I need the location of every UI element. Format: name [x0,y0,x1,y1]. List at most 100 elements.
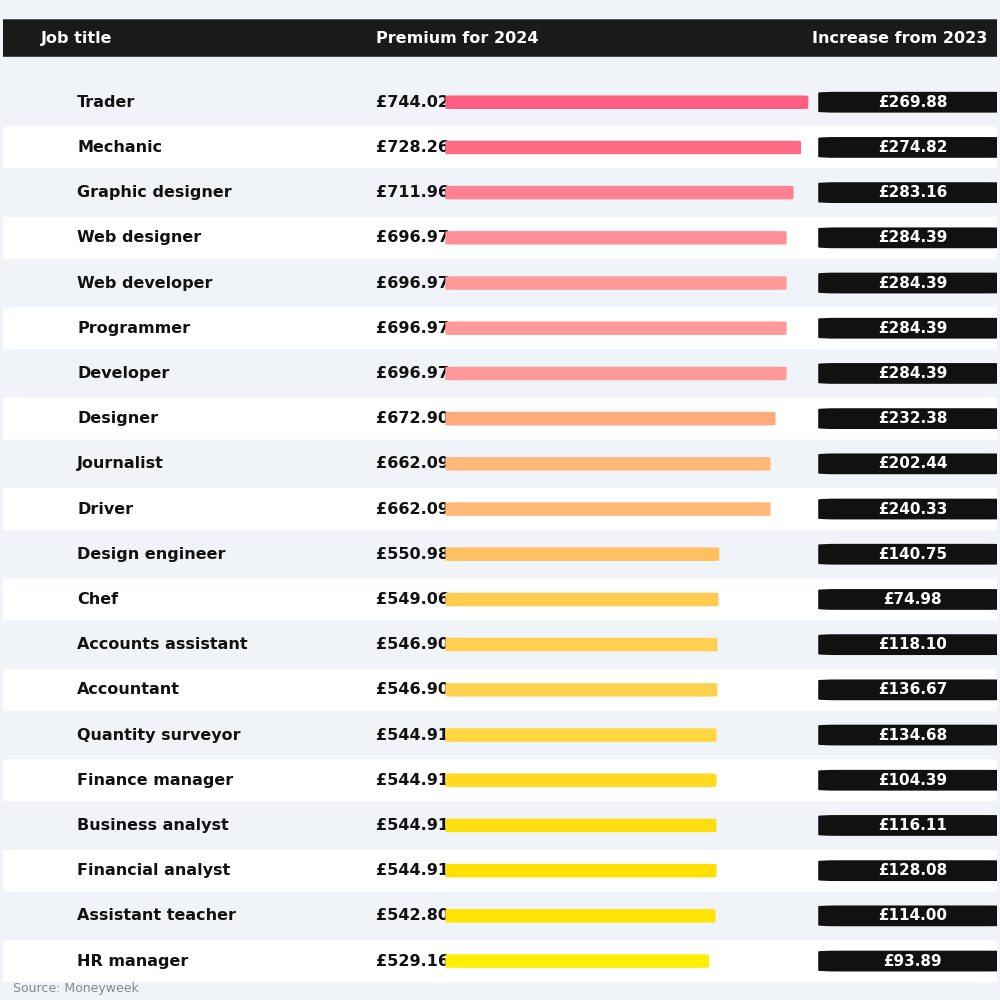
Text: Business analyst: Business analyst [77,818,229,833]
FancyBboxPatch shape [818,905,1000,926]
Text: Finance manager: Finance manager [77,773,234,788]
FancyBboxPatch shape [445,909,715,923]
FancyBboxPatch shape [3,804,997,846]
Text: Web designer: Web designer [77,230,202,245]
FancyBboxPatch shape [445,954,709,968]
FancyBboxPatch shape [445,638,717,651]
FancyBboxPatch shape [445,547,719,561]
Ellipse shape [699,550,719,559]
FancyBboxPatch shape [445,457,770,471]
Text: £128.08: £128.08 [878,863,947,878]
FancyBboxPatch shape [818,363,1000,384]
FancyBboxPatch shape [3,398,997,440]
FancyBboxPatch shape [818,182,1000,203]
FancyBboxPatch shape [818,860,1000,881]
FancyBboxPatch shape [0,19,1000,57]
Ellipse shape [756,414,775,423]
FancyBboxPatch shape [3,759,997,801]
Text: £232.38: £232.38 [878,411,947,426]
Ellipse shape [767,233,787,242]
Text: Financial analyst: Financial analyst [77,863,231,878]
Text: £116.11: £116.11 [878,818,947,833]
Ellipse shape [781,143,801,152]
Ellipse shape [788,98,808,107]
Ellipse shape [767,279,787,288]
FancyBboxPatch shape [3,533,997,575]
FancyBboxPatch shape [818,589,1000,610]
Text: £118.10: £118.10 [878,637,947,652]
Ellipse shape [697,866,716,875]
FancyBboxPatch shape [3,714,997,756]
Text: £544.91: £544.91 [376,773,449,788]
Text: £662.09: £662.09 [376,502,449,517]
FancyBboxPatch shape [3,352,997,394]
FancyBboxPatch shape [3,217,997,259]
FancyBboxPatch shape [3,172,997,214]
Ellipse shape [696,911,715,920]
Text: £546.90: £546.90 [376,682,449,697]
FancyBboxPatch shape [445,367,787,380]
FancyBboxPatch shape [3,578,997,620]
Ellipse shape [767,369,787,378]
Text: £114.00: £114.00 [878,908,947,923]
Text: Job title: Job title [41,31,112,46]
Text: £544.91: £544.91 [376,818,449,833]
Text: £711.96: £711.96 [376,185,449,200]
FancyBboxPatch shape [445,819,716,832]
Text: Increase from 2023: Increase from 2023 [812,31,987,46]
FancyBboxPatch shape [3,307,997,349]
Text: £529.16: £529.16 [376,954,449,969]
Ellipse shape [767,324,787,333]
Text: Chef: Chef [77,592,118,607]
Text: Accounts assistant: Accounts assistant [77,637,248,652]
FancyBboxPatch shape [445,276,787,290]
FancyBboxPatch shape [818,499,1000,519]
FancyBboxPatch shape [3,850,997,892]
Text: Designer: Designer [77,411,158,426]
Text: £744.02: £744.02 [376,95,449,110]
Text: £284.39: £284.39 [878,366,947,381]
Ellipse shape [697,640,717,649]
Text: Graphic designer: Graphic designer [77,185,232,200]
FancyBboxPatch shape [818,725,1000,745]
Text: £284.39: £284.39 [878,230,947,245]
FancyBboxPatch shape [818,453,1000,474]
FancyBboxPatch shape [445,502,770,516]
Text: Assistant teacher: Assistant teacher [77,908,236,923]
Text: £269.88: £269.88 [878,95,947,110]
Text: £240.33: £240.33 [878,502,947,517]
Text: £284.39: £284.39 [878,321,947,336]
Text: £274.82: £274.82 [878,140,947,155]
FancyBboxPatch shape [818,544,1000,565]
Ellipse shape [698,595,718,604]
FancyBboxPatch shape [818,92,1000,113]
FancyBboxPatch shape [445,683,717,697]
Text: Accountant: Accountant [77,682,180,697]
Text: £136.67: £136.67 [878,682,947,697]
Text: Journalist: Journalist [77,456,164,471]
Text: Programmer: Programmer [77,321,190,336]
FancyBboxPatch shape [445,593,718,606]
FancyBboxPatch shape [445,95,808,109]
Text: £728.26: £728.26 [376,140,449,155]
Text: £544.91: £544.91 [376,863,449,878]
Text: £104.39: £104.39 [878,773,947,788]
FancyBboxPatch shape [445,728,716,742]
FancyBboxPatch shape [445,141,801,154]
Text: £542.80: £542.80 [376,908,449,923]
Ellipse shape [697,821,716,830]
FancyBboxPatch shape [445,186,793,199]
Text: Driver: Driver [77,502,133,517]
FancyBboxPatch shape [445,412,775,425]
Ellipse shape [697,731,716,740]
FancyBboxPatch shape [445,321,787,335]
FancyBboxPatch shape [818,634,1000,655]
FancyBboxPatch shape [818,227,1000,248]
Text: £74.98: £74.98 [883,592,942,607]
Text: £696.97: £696.97 [376,276,449,291]
FancyBboxPatch shape [445,864,716,877]
FancyBboxPatch shape [3,940,997,982]
Text: Premium for 2024: Premium for 2024 [376,31,538,46]
Ellipse shape [689,957,709,966]
FancyBboxPatch shape [3,488,997,530]
